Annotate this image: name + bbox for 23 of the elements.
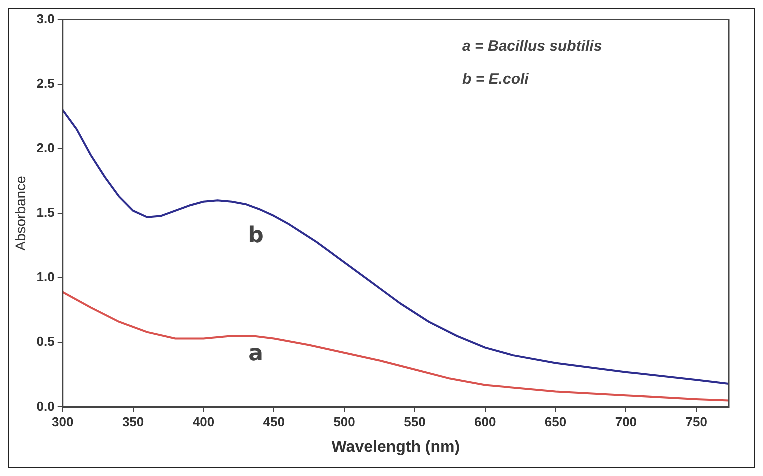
x-tick-label: 550: [404, 414, 426, 430]
y-tick-label: 1.0: [36, 270, 55, 285]
x-tick-label: 350: [122, 414, 144, 430]
x-axis-title: Wavelength (nm): [332, 438, 460, 456]
x-tick-label: 500: [334, 414, 356, 430]
annotation: a: [248, 342, 264, 367]
y-tick-label: 3.0: [36, 11, 55, 26]
x-tick-label: 650: [544, 414, 567, 430]
x-tick-label: 300: [52, 414, 74, 430]
x-tick-label: 750: [686, 414, 708, 430]
y-tick-label: 1.5: [36, 205, 55, 220]
y-tick-label: 2.0: [36, 140, 55, 156]
y-axis-title: Absorbance: [12, 176, 28, 251]
x-tick-label: 700: [615, 414, 638, 430]
x-tick-label: 600: [474, 414, 496, 430]
x-tick-label: 400: [192, 414, 215, 430]
annotation: b: [248, 223, 264, 248]
annotation: a = Bacillus subtilis: [462, 38, 602, 56]
y-tick-label: 2.5: [36, 76, 55, 91]
y-tick-label: 0.5: [36, 334, 55, 350]
annotation: b = E.coli: [462, 70, 530, 88]
x-tick-label: 450: [263, 414, 285, 430]
y-tick-label: 0.0: [36, 398, 55, 414]
